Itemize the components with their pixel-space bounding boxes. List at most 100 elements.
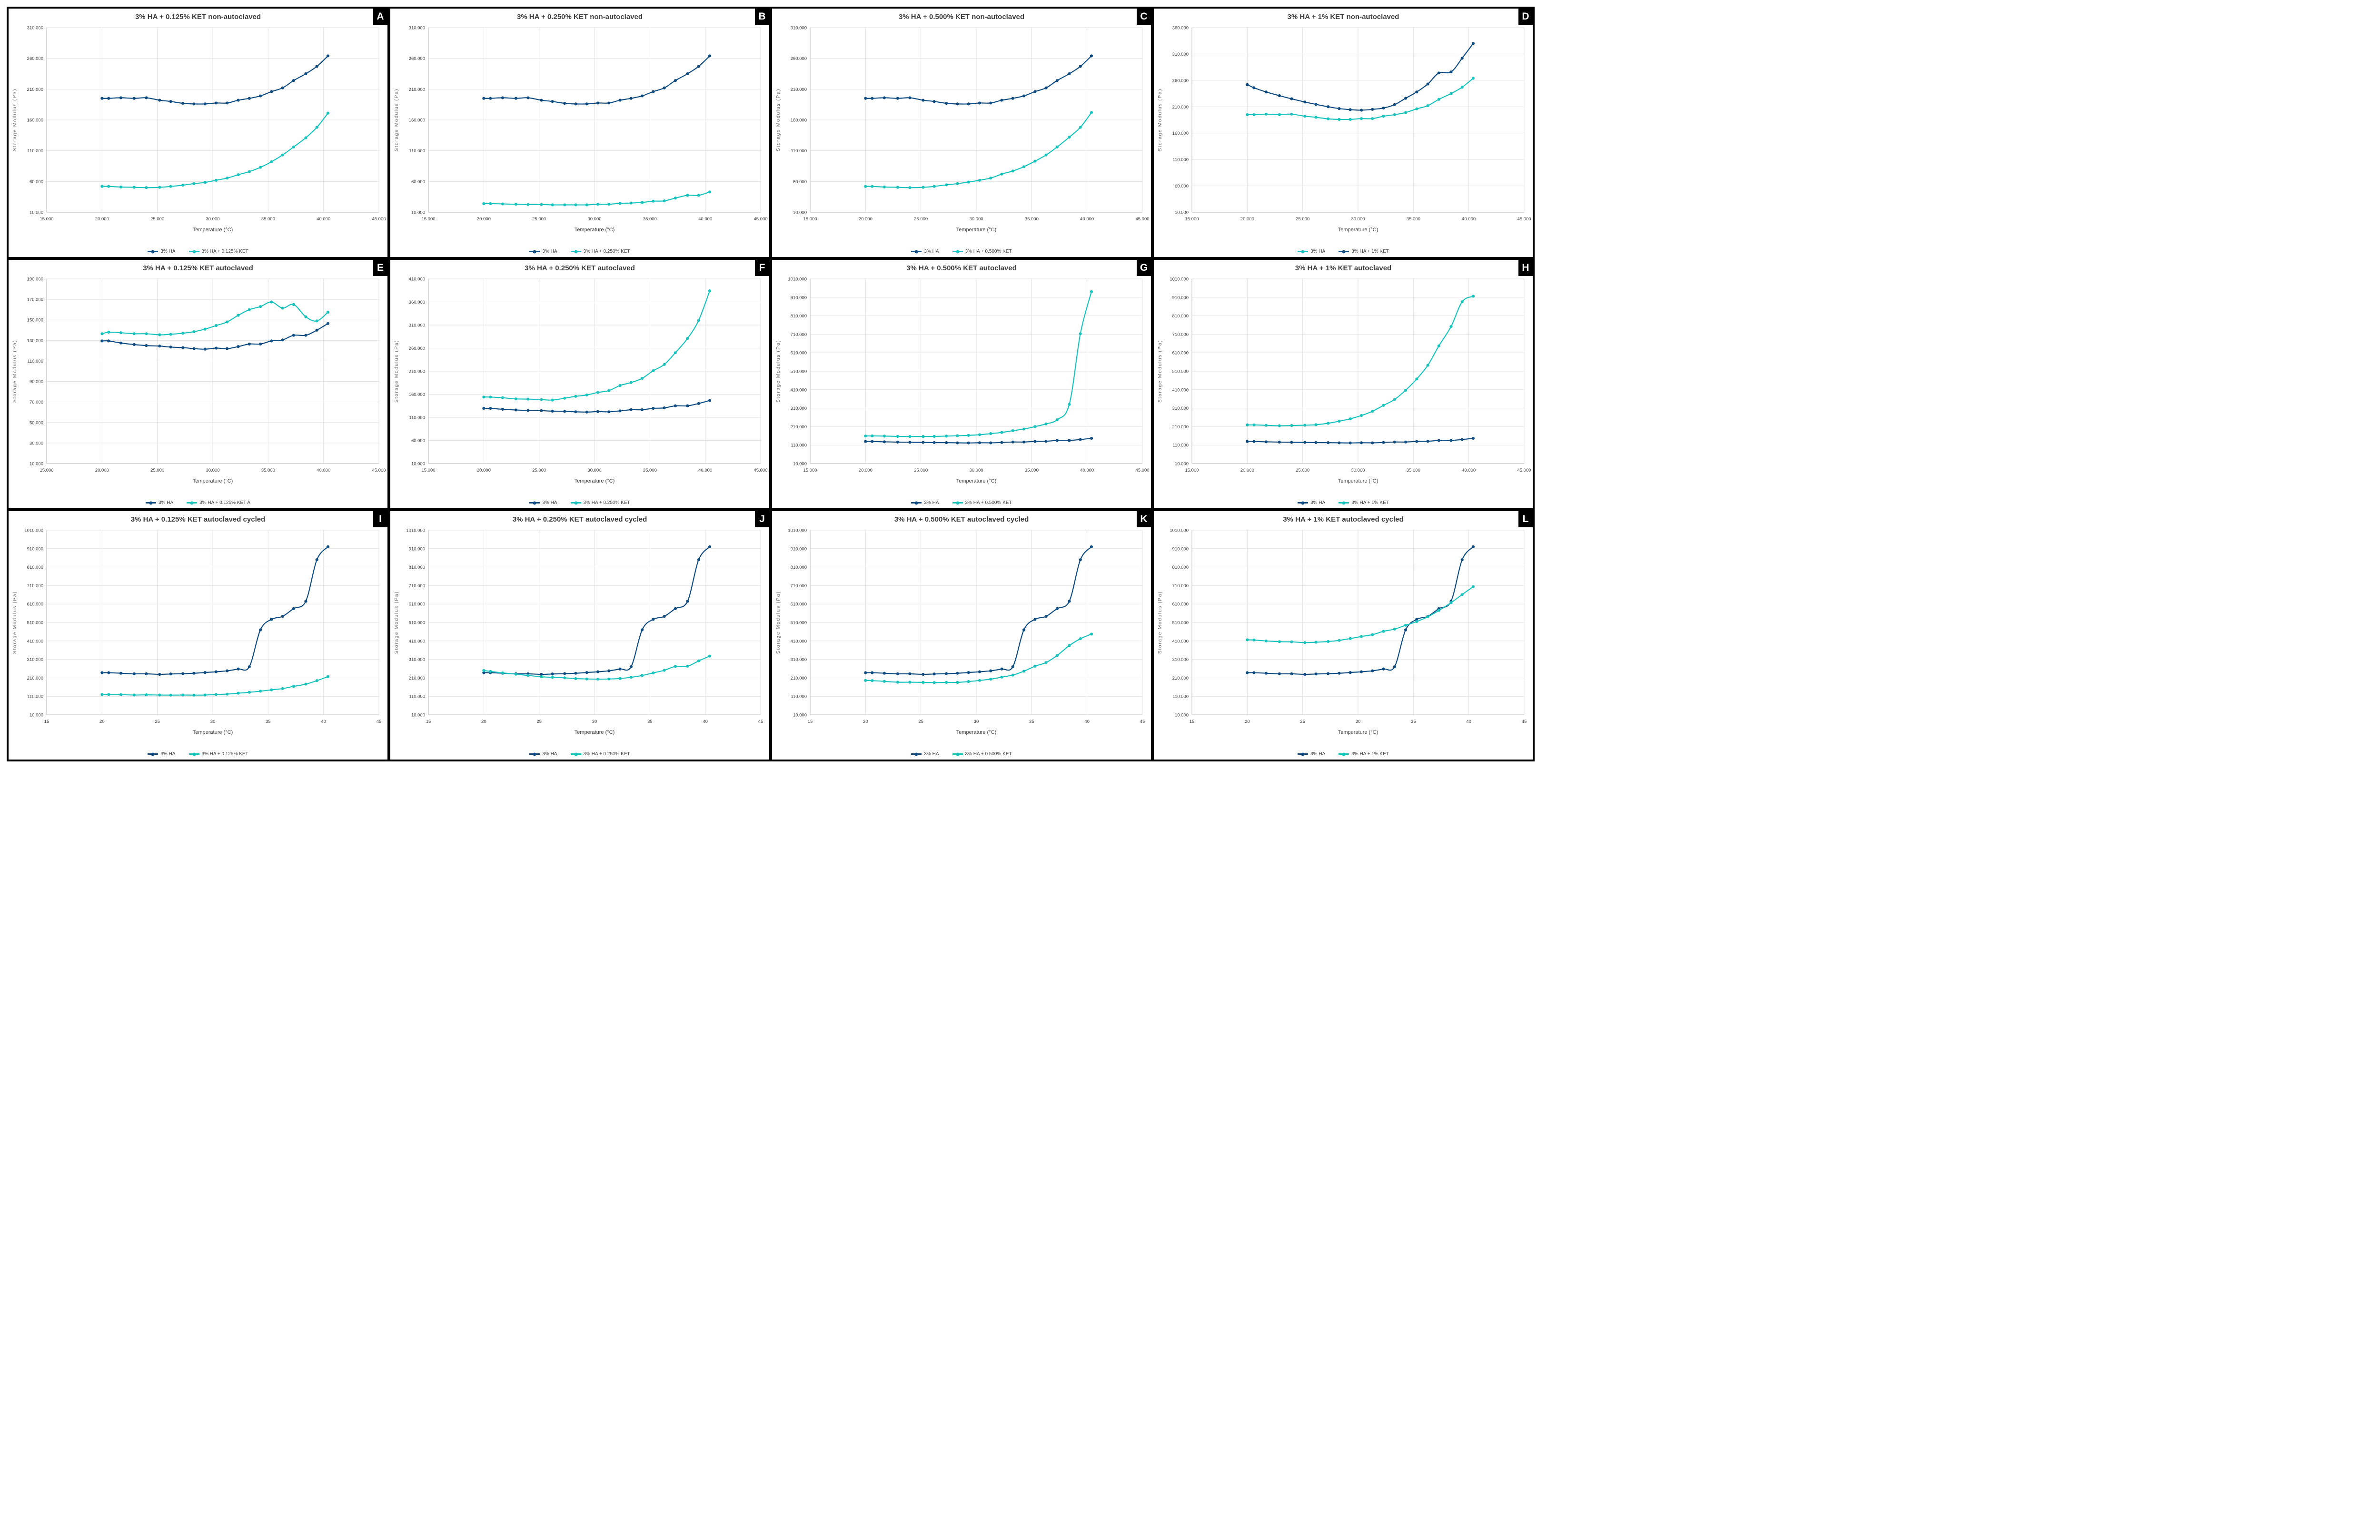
y-tick-label: 310.000 xyxy=(1172,52,1189,57)
chart-plot: Storage Modulus (Pa) Temperature (°C) 10… xyxy=(12,26,386,233)
chart-panel: 3% HA + 0.125% KET autoclaved cycled I S… xyxy=(9,511,387,760)
data-point-marker xyxy=(292,334,295,337)
x-axis-title: Temperature (°C) xyxy=(575,227,615,233)
data-point-marker xyxy=(574,671,577,675)
legend-label: 3% HA xyxy=(542,500,557,505)
data-point-marker xyxy=(956,102,959,106)
data-point-marker xyxy=(489,395,492,399)
chart-panel: 3% HA + 0.500% KET non-autoclaved C Stor… xyxy=(772,9,1151,257)
data-point-marker xyxy=(132,186,136,189)
data-point-marker xyxy=(640,674,644,677)
data-point-marker xyxy=(145,186,148,189)
y-axis-title: Storage Modulus (Pa) xyxy=(1157,89,1163,151)
data-point-marker xyxy=(563,410,566,413)
x-tick-label: 25.000 xyxy=(914,468,928,473)
data-point-marker xyxy=(1327,672,1330,675)
data-point-marker xyxy=(315,65,318,68)
data-point-marker xyxy=(596,678,600,681)
y-tick-label: 210.000 xyxy=(27,87,43,92)
data-point-marker xyxy=(540,203,543,206)
y-tick-label: 70.000 xyxy=(30,400,43,405)
data-point-marker xyxy=(697,659,700,662)
data-point-marker xyxy=(540,99,543,102)
data-point-marker xyxy=(292,303,295,306)
x-tick-label: 40.000 xyxy=(1080,468,1094,473)
y-tick-label: 260.000 xyxy=(1172,78,1189,83)
data-point-marker xyxy=(1246,440,1249,443)
data-point-marker xyxy=(1068,600,1071,603)
data-point-marker xyxy=(1371,633,1374,636)
y-tick-label: 110.000 xyxy=(409,694,425,700)
y-tick-label: 410.000 xyxy=(1172,387,1189,393)
data-point-marker xyxy=(107,339,110,343)
data-point-marker xyxy=(551,398,554,402)
data-point-marker xyxy=(214,178,218,182)
y-tick-label: 1010.000 xyxy=(788,277,807,282)
legend-label: 3% HA xyxy=(542,751,557,757)
legend-entry: 3% HA xyxy=(911,249,939,254)
data-point-marker xyxy=(1246,638,1249,642)
legend-line-marker-icon xyxy=(1339,502,1349,503)
data-point-marker xyxy=(326,111,330,115)
data-point-marker xyxy=(1055,79,1059,82)
data-point-marker xyxy=(237,691,240,695)
y-tick-label: 310.000 xyxy=(27,26,43,31)
data-point-marker xyxy=(967,180,970,184)
y-tick-label: 10.000 xyxy=(30,210,43,216)
legend-label: 3% HA + 0.250% KET xyxy=(583,500,630,505)
data-point-marker xyxy=(1252,671,1256,674)
y-tick-label: 710.000 xyxy=(409,583,425,589)
y-tick-label: 360.000 xyxy=(409,300,425,305)
x-tick-label: 15 xyxy=(44,719,50,724)
y-tick-label: 10.000 xyxy=(793,713,807,718)
y-tick-label: 910.000 xyxy=(791,295,807,300)
data-point-marker xyxy=(1068,439,1071,442)
x-tick-label: 20.000 xyxy=(477,468,491,473)
data-point-marker xyxy=(871,185,874,188)
data-point-marker xyxy=(922,99,925,102)
data-point-marker xyxy=(1327,441,1330,444)
x-tick-label: 40 xyxy=(1466,719,1471,724)
legend-entry: 3% HA xyxy=(148,249,176,254)
panel-letter-badge: D xyxy=(1518,9,1533,25)
x-tick-label: 45 xyxy=(1140,719,1145,724)
data-point-marker xyxy=(270,688,273,691)
y-tick-label: 30.000 xyxy=(30,441,43,446)
data-point-marker xyxy=(258,305,262,308)
y-tick-label: 110.000 xyxy=(27,359,43,364)
data-point-marker xyxy=(932,185,936,188)
y-tick-label: 50.000 xyxy=(30,420,43,425)
x-tick-label: 20 xyxy=(863,719,868,724)
y-tick-label: 10.000 xyxy=(1175,713,1189,718)
x-tick-label: 35.000 xyxy=(1025,217,1039,222)
x-tick-label: 40.000 xyxy=(1462,217,1476,222)
data-point-marker xyxy=(1449,601,1453,604)
data-point-marker xyxy=(326,545,330,549)
chart-plot: Storage Modulus (Pa) Temperature (°C) 10… xyxy=(1157,277,1531,484)
y-tick-label: 610.000 xyxy=(1172,351,1189,356)
legend-line-marker-icon xyxy=(529,753,540,755)
y-tick-label: 310.000 xyxy=(409,657,425,662)
x-tick-label: 20.000 xyxy=(1240,468,1254,473)
data-point-marker xyxy=(100,185,104,188)
data-point-marker xyxy=(1359,109,1363,112)
x-tick-label: 25.000 xyxy=(532,468,546,473)
y-tick-label: 410.000 xyxy=(791,639,807,644)
legend-line-marker-icon xyxy=(187,502,198,503)
y-tick-label: 610.000 xyxy=(27,602,43,607)
legend-entry: 3% HA + 0.125% KET xyxy=(188,751,248,757)
legend: 3% HA 3% HA + 0.250% KET xyxy=(390,500,769,505)
data-point-marker xyxy=(281,153,284,157)
legend-line-marker-icon xyxy=(570,502,581,503)
data-point-marker xyxy=(652,671,655,675)
data-point-marker xyxy=(1079,65,1082,68)
y-tick-label: 610.000 xyxy=(791,602,807,607)
data-point-marker xyxy=(945,434,948,438)
data-point-marker xyxy=(214,346,218,350)
y-tick-label: 1010.000 xyxy=(406,528,425,533)
legend: 3% HA 3% HA + 0.125% KET A xyxy=(9,500,387,505)
x-tick-label: 30 xyxy=(210,719,216,724)
data-point-marker xyxy=(119,341,122,345)
data-point-marker xyxy=(501,96,504,99)
x-tick-label: 35.000 xyxy=(1407,217,1420,222)
